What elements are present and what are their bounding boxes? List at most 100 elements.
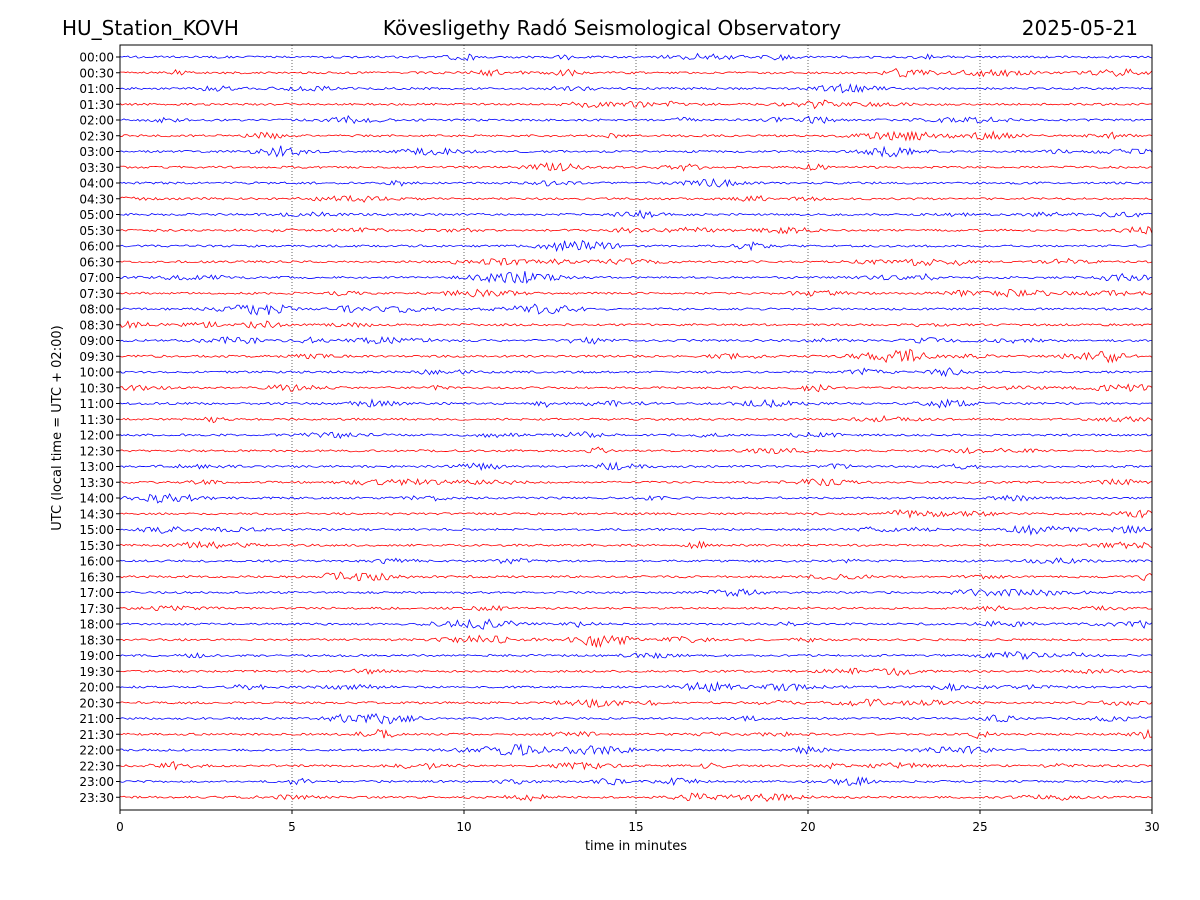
trace-1600 (119, 557, 1153, 565)
y-tick-label-0100: 01:00 (79, 82, 114, 96)
y-tick-label-2100: 21:00 (79, 712, 114, 726)
trace-1930 (119, 667, 1153, 677)
trace-0200 (119, 114, 1153, 125)
trace-2130 (119, 728, 1153, 740)
y-tick-label-0400: 04:00 (79, 177, 114, 191)
y-tick-label-2030: 20:30 (79, 696, 114, 710)
y-tick-label-0200: 02:00 (79, 114, 114, 128)
trace-2200 (119, 743, 1153, 756)
trace-1730 (119, 604, 1153, 612)
trace-0000 (119, 52, 1153, 62)
y-tick-label-0730: 07:30 (79, 287, 114, 301)
trace-0800 (119, 303, 1153, 316)
trace-0630 (119, 257, 1153, 267)
trace-0930 (119, 348, 1153, 364)
trace-0830 (119, 320, 1153, 329)
y-tick-label-1230: 12:30 (79, 444, 114, 458)
y-tick-label-1730: 17:30 (79, 602, 114, 616)
y-tick-label-1930: 19:30 (79, 665, 114, 679)
y-tick-label-0800: 08:00 (79, 303, 114, 317)
trace-2300 (119, 776, 1153, 787)
trace-1900 (119, 650, 1153, 661)
x-tick-label-25: 25 (972, 820, 987, 834)
trace-1800 (119, 618, 1153, 630)
y-axis-label: UTC (local time = UTC + 02:00) (50, 325, 65, 530)
y-tick-label-1030: 10:30 (79, 381, 114, 395)
y-tick-label-0700: 07:00 (79, 271, 114, 285)
y-tick-label-2200: 22:00 (79, 744, 114, 758)
y-tick-label-1400: 14:00 (79, 492, 114, 506)
y-tick-label-1600: 16:00 (79, 555, 114, 569)
x-axis-ticks: 0 5 10 15 20 25 30 (116, 810, 1160, 834)
x-axis-label: time in minutes (585, 839, 687, 854)
y-tick-label-0900: 09:00 (79, 334, 114, 348)
y-tick-label-1330: 13:30 (79, 476, 114, 490)
x-tick-label-10: 10 (456, 820, 471, 834)
y-tick-label-1430: 14:30 (79, 507, 114, 521)
y-tick-label-0300: 03:00 (79, 145, 114, 159)
trace-0600 (119, 240, 1153, 253)
trace-1700 (119, 588, 1153, 597)
trace-1830 (119, 634, 1153, 648)
trace-2030 (119, 698, 1153, 708)
trace-1200 (119, 431, 1153, 440)
y-tick-label-1100: 11:00 (79, 397, 114, 411)
y-tick-label-2300: 23:00 (79, 775, 114, 789)
y-tick-label-0500: 05:00 (79, 208, 114, 222)
y-tick-label-0530: 05:30 (79, 224, 114, 238)
trace-1330 (119, 478, 1153, 487)
trace-2230 (119, 760, 1153, 771)
y-tick-label-0030: 00:30 (79, 66, 114, 80)
trace-0530 (119, 226, 1153, 235)
y-tick-label-1700: 17:00 (79, 586, 114, 600)
trace-0330 (119, 161, 1153, 172)
y-tick-label-0130: 01:30 (79, 98, 114, 112)
x-tick-label-0: 0 (116, 820, 124, 834)
y-tick-label-2230: 22:30 (79, 759, 114, 773)
station-name: HU_Station_KOVH (62, 16, 239, 40)
trace-1100 (119, 398, 1153, 409)
x-tick-label-20: 20 (800, 820, 815, 834)
x-tick-label-5: 5 (288, 820, 296, 834)
trace-0730 (119, 288, 1153, 298)
y-tick-label-0830: 08:30 (79, 318, 114, 332)
trace-1400 (119, 492, 1153, 504)
trace-0430 (119, 194, 1153, 203)
x-tick-label-30: 30 (1144, 820, 1159, 834)
y-tick-label-0430: 04:30 (79, 192, 114, 206)
y-tick-label-0000: 00:00 (79, 51, 114, 65)
trace-1630 (119, 571, 1153, 582)
trace-2330 (119, 792, 1153, 803)
y-tick-label-1200: 12:00 (79, 429, 114, 443)
y-tick-label-0230: 02:30 (79, 129, 114, 143)
trace-0900 (119, 336, 1153, 345)
trace-1000 (119, 367, 1153, 378)
trace-0100 (119, 83, 1153, 94)
trace-0700 (119, 271, 1153, 285)
trace-2100 (119, 713, 1153, 725)
y-tick-label-0600: 06:00 (79, 240, 114, 254)
trace-2000 (119, 681, 1153, 693)
y-tick-label-2330: 23:30 (79, 791, 114, 805)
plot-frame (119, 44, 1153, 811)
y-tick-label-1130: 11:30 (79, 413, 114, 427)
y-tick-label-1630: 16:30 (79, 570, 114, 584)
y-tick-label-1900: 19:00 (79, 649, 114, 663)
trace-1430 (119, 508, 1153, 519)
chart-title: Kövesligethy Radó Seismological Observat… (383, 16, 841, 40)
chart-date: 2025-05-21 (1022, 16, 1138, 40)
y-tick-label-0330: 03:30 (79, 161, 114, 175)
trace-1130 (119, 414, 1153, 424)
y-tick-label-0930: 09:30 (79, 350, 114, 364)
y-tick-label-2130: 21:30 (79, 728, 114, 742)
trace-0300 (119, 145, 1153, 158)
y-tick-label-0630: 06:30 (79, 255, 114, 269)
trace-1500 (119, 524, 1153, 536)
trace-1230 (119, 446, 1153, 454)
y-tick-label-1530: 15:30 (79, 539, 114, 553)
y-tick-label-1800: 18:00 (79, 618, 114, 632)
trace-0400 (119, 177, 1153, 188)
y-tick-label-1300: 13:00 (79, 460, 114, 474)
